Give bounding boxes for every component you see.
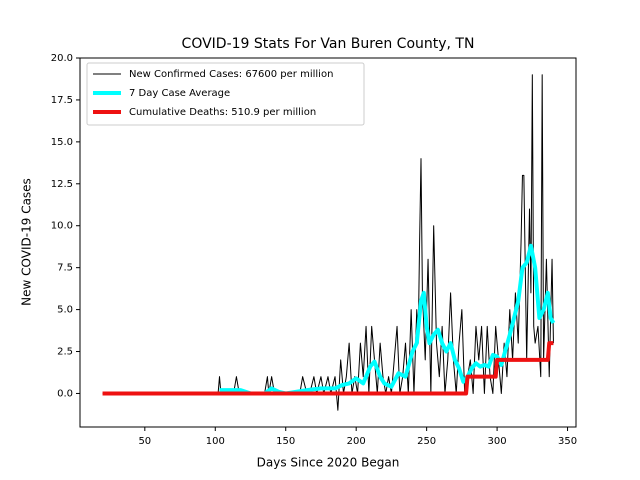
x-tick-label: 200 — [347, 436, 366, 447]
y-tick-label: 2.5 — [57, 347, 73, 358]
y-tick-label: 12.5 — [51, 179, 73, 190]
y-tick-label: 10.0 — [51, 221, 73, 232]
y-tick-label: 15.0 — [51, 137, 73, 148]
legend-label: New Confirmed Cases: 67600 per million — [129, 69, 333, 80]
y-tick-label: 5.0 — [57, 305, 73, 316]
legend-box — [86, 62, 365, 126]
y-tick-label: 20.0 — [51, 53, 73, 64]
legend-label: 7 Day Case Average — [129, 88, 230, 99]
x-tick-label: 50 — [138, 436, 151, 447]
x-tick-label: 300 — [488, 436, 507, 447]
data-line — [102, 341, 554, 396]
data-line — [219, 243, 556, 396]
chart-title: COVID-19 Stats For Van Buren County, TN — [182, 36, 475, 52]
y-tick-label: 0.0 — [57, 388, 73, 399]
x-tick-label: 100 — [206, 436, 225, 447]
x-tick-label: 150 — [276, 436, 295, 447]
legend-label: Cumulative Deaths: 510.9 per million — [129, 107, 316, 118]
x-axis-label: Days Since 2020 Began — [257, 456, 400, 470]
x-tick-label: 350 — [558, 436, 577, 447]
x-tick-label: 250 — [417, 436, 436, 447]
y-tick-label: 7.5 — [57, 263, 73, 274]
y-tick-label: 17.5 — [51, 95, 73, 106]
y-axis-label: New COVID-19 Cases — [20, 178, 34, 306]
plot-frame — [79, 57, 577, 428]
